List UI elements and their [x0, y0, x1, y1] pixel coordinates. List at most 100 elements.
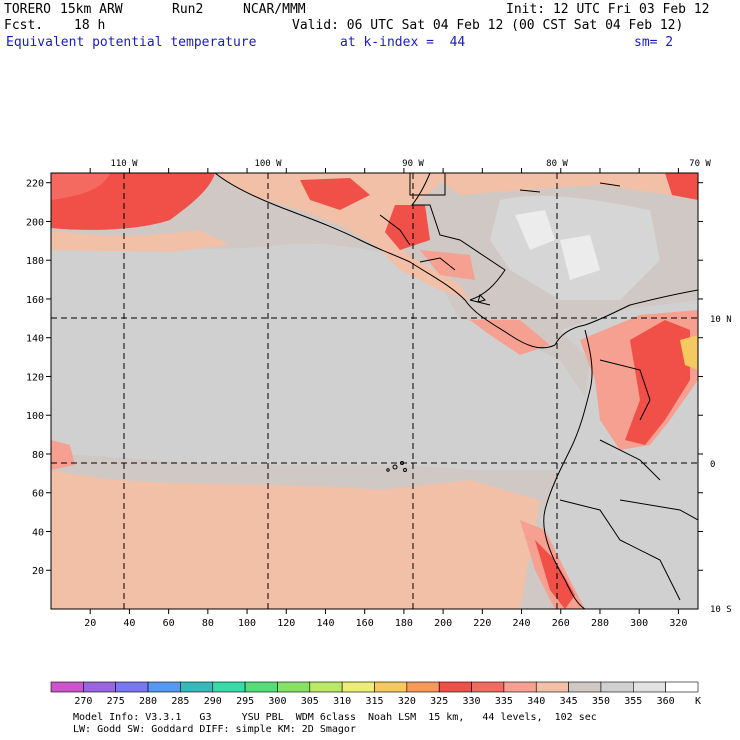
y-tick-label: 200 [26, 217, 44, 228]
field-salmon-costa-rica [470, 320, 550, 355]
y-tick-label: 80 [32, 450, 44, 461]
lat-label-10n: 10 N [710, 315, 732, 325]
colorbar-unit: K [695, 696, 701, 707]
colorbar-swatch [568, 681, 602, 693]
footer-physics-info: LW: Godd SW: Goddard DIFF: simple KM: 2D… [73, 724, 356, 735]
country-borders-central-america [379, 214, 491, 306]
map-frame [50, 172, 699, 610]
colorbar-level-label: 360 [657, 696, 675, 707]
colorbar-level-label: 295 [236, 696, 254, 707]
valid-time: Valid: 06 UTC Sat 04 Feb 12 (00 CST Sat … [292, 18, 684, 33]
x-tick-label: 160 [356, 618, 374, 629]
smoothing-label: sm= 2 [634, 35, 674, 50]
x-tick-label: 120 [277, 618, 295, 629]
colorbar-level-label: 335 [495, 696, 513, 707]
run-label: Run2 [172, 2, 204, 17]
forecast-label: Fcst. [4, 18, 44, 33]
lon-label-110w: 110 W [110, 159, 138, 169]
field-red-northeast [665, 173, 698, 200]
colorbar-level-label: 320 [398, 696, 416, 707]
colorbar-swatch [115, 681, 149, 693]
lon-label-90w: 90 W [402, 159, 424, 169]
colorbar-swatch [244, 681, 278, 693]
galapagos-island-3 [403, 468, 407, 472]
x-tick-label: 200 [434, 618, 452, 629]
galapagos-island-1 [392, 464, 398, 470]
colorbar-level-label: 315 [365, 696, 383, 707]
init-time: Init: 12 UTC Fri 03 Feb 12 [506, 2, 710, 17]
coastline-islands [477, 182, 621, 303]
colorbar-level-label: 290 [204, 696, 222, 707]
footer-model-info: Model Info: V3.3.1 G3 YSU PBL WDM 6class… [73, 712, 597, 723]
colorbar-level-label: 285 [171, 696, 189, 707]
y-tick-label: 220 [26, 179, 44, 190]
colorbar-level-label: 340 [527, 696, 545, 707]
colorbar-swatch [309, 681, 343, 693]
model-resolution: 15km ARW [60, 2, 123, 17]
field-red-northwest-core [51, 173, 110, 200]
x-tick-label: 20 [84, 618, 96, 629]
y-tick-label: 140 [26, 334, 44, 345]
x-tick-label: 100 [238, 618, 256, 629]
colorbar-swatch [438, 681, 472, 693]
x-tick-label: 280 [591, 618, 609, 629]
y-tick-label: 20 [32, 566, 44, 577]
lat-label-eq: 0 [710, 460, 715, 470]
galapagos-island-4 [386, 468, 390, 472]
field-red-mexico [300, 178, 370, 210]
field-name: Equivalent potential temperature [6, 35, 257, 50]
x-tick-label: 60 [163, 618, 175, 629]
colorbar: 270 275 280 285 290 295 300 305 310 315 320 325 330 3… [50, 681, 699, 707]
lon-label-70w: 70 W [689, 159, 711, 169]
lon-label-80w: 80 W [546, 159, 568, 169]
lat-labels: 10 N 0 10 S [710, 315, 732, 615]
x-tick-label: 80 [202, 618, 214, 629]
lat-label-10s: 10 S [710, 605, 732, 615]
coastlines [214, 173, 698, 609]
y-tick-label: 180 [26, 256, 44, 267]
x-tick-label: 180 [395, 618, 413, 629]
x-tick-label: 140 [316, 618, 334, 629]
colorbar-swatch [83, 681, 116, 693]
country-borders-south-america [559, 359, 698, 601]
y-tick-label: 160 [26, 295, 44, 306]
colorbar-swatch [212, 681, 246, 693]
field-grey-band-central [51, 300, 600, 470]
colorbar-swatch [665, 681, 699, 693]
colorbar-level-label: 305 [301, 696, 319, 707]
x-tick-label: 320 [669, 618, 687, 629]
y-tick-label: 40 [32, 527, 44, 538]
field-orange-venezuela [680, 335, 698, 370]
field-salmon-honduras [420, 250, 475, 280]
colorbar-level-label: 310 [333, 696, 351, 707]
field-peach-north [51, 230, 230, 252]
x-grid-ticks: 20 40 60 80 100 120 140 160 180 200 220 240 260 280 30… [84, 168, 687, 629]
colorbar-level-label: 300 [268, 696, 286, 707]
y-tick-label: 60 [32, 489, 44, 500]
x-tick-label: 240 [513, 618, 531, 629]
field-red-colombia [625, 320, 690, 445]
colorbar-swatch [406, 681, 440, 693]
colorbar-swatch [341, 681, 375, 693]
colorbar-level-label: 280 [139, 696, 157, 707]
colorbar-swatch [50, 681, 84, 693]
y-tick-label: 120 [26, 372, 44, 383]
colorbar-swatch [632, 681, 666, 693]
colorbar-level-label: 325 [430, 696, 448, 707]
field-land-central-america [215, 173, 470, 300]
field-peach-gulf [430, 173, 698, 200]
org-label: NCAR/MMM [243, 2, 306, 17]
theta-e-field [51, 173, 698, 609]
y-tick-label: 100 [26, 411, 44, 422]
colorbar-swatch [471, 681, 505, 693]
colorbar-level-label: 330 [463, 696, 481, 707]
x-tick-label: 300 [630, 618, 648, 629]
x-tick-label: 260 [552, 618, 570, 629]
colorbar-level-label: 275 [107, 696, 125, 707]
x-tick-label: 220 [473, 618, 491, 629]
colorbar-swatch [600, 681, 634, 693]
coastline-yucatan [409, 173, 446, 196]
colorbar-swatch [147, 681, 181, 693]
coastline-south-america-pacific [543, 329, 593, 609]
